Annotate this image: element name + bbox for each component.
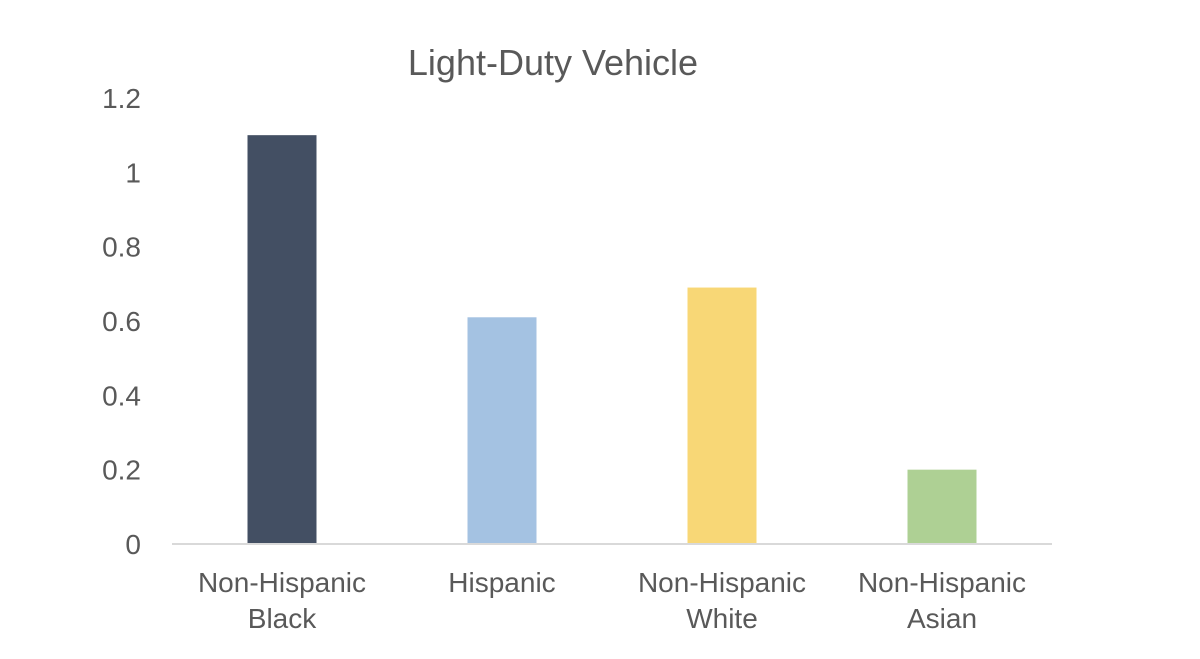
x-category-label: Non-Hispanic Black — [198, 567, 366, 634]
y-tick-label: 0 — [125, 529, 141, 560]
x-category-label-line: White — [686, 603, 758, 634]
y-axis-ticks: 0 0.2 0.4 0.6 0.8 1 1.2 — [102, 83, 141, 560]
bars — [247, 135, 977, 544]
x-category-label-line: Hispanic — [448, 567, 555, 598]
y-tick-label: 1 — [125, 157, 141, 188]
y-tick-label: 0.4 — [102, 380, 141, 411]
y-tick-label: 0.6 — [102, 306, 141, 337]
x-category-label-line: Non-Hispanic — [638, 567, 806, 598]
y-tick-label: 0.8 — [102, 232, 141, 263]
bar — [247, 135, 317, 544]
x-category-label: Hispanic — [448, 567, 555, 598]
x-axis-labels: Non-Hispanic Black Hispanic Non-Hispanic Whi… — [198, 567, 1026, 634]
x-category-label-line: Black — [248, 603, 317, 634]
x-category-label: Non-Hispanic Asian — [858, 567, 1026, 634]
bar — [467, 317, 537, 544]
y-tick-label: 0.2 — [102, 455, 141, 486]
x-category-label-line: Non-Hispanic — [198, 567, 366, 598]
y-tick-label: 1.2 — [102, 83, 141, 114]
bar — [907, 469, 977, 544]
x-category-label: Non-Hispanic White — [638, 567, 806, 634]
x-category-label-line: Non-Hispanic — [858, 567, 1026, 598]
chart-title: Light-Duty Vehicle — [408, 42, 698, 83]
bar — [687, 287, 757, 544]
x-category-label-line: Asian — [907, 603, 977, 634]
